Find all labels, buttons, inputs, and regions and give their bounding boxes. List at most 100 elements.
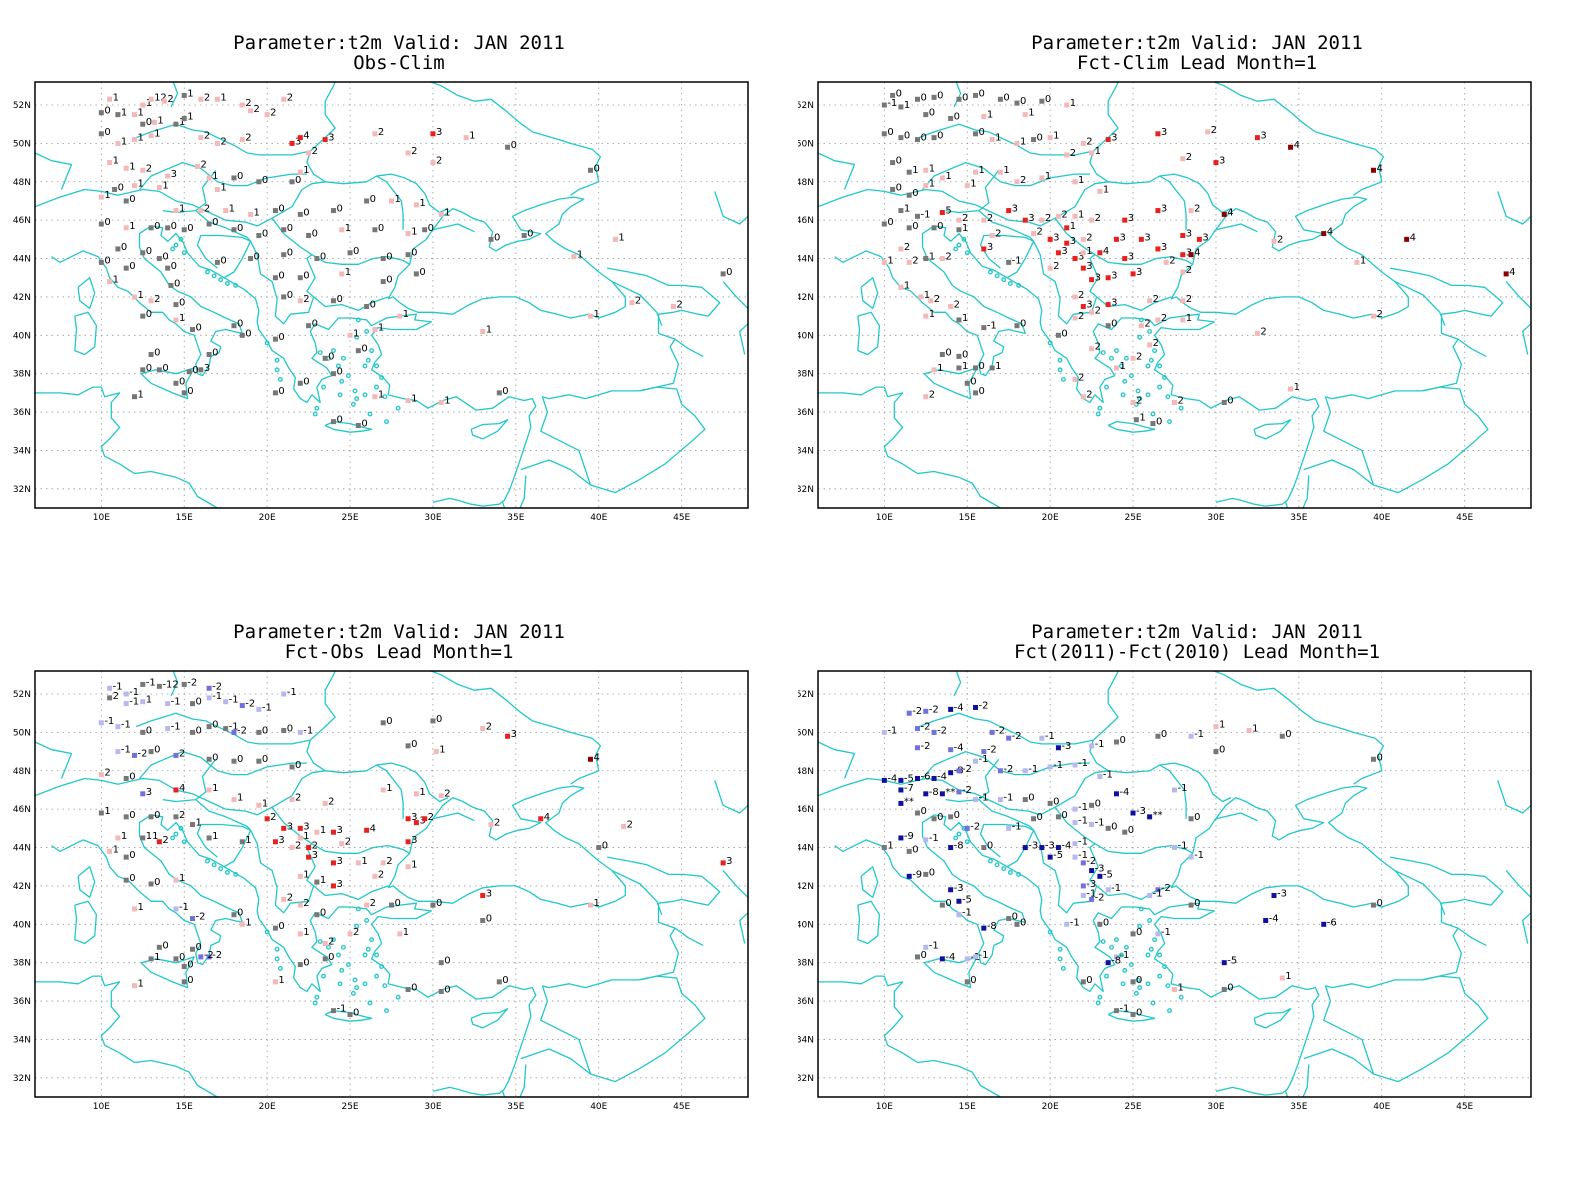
station-square bbox=[206, 954, 212, 960]
station-value: 0 bbox=[146, 309, 152, 320]
station-marker: 2 bbox=[1271, 234, 1283, 245]
station-marker: -1 bbox=[956, 908, 972, 919]
station-square bbox=[1014, 179, 1020, 185]
station-marker: 0 bbox=[405, 739, 417, 750]
station-square bbox=[1089, 150, 1095, 156]
station-value: 1 bbox=[179, 313, 185, 324]
station-square bbox=[1080, 250, 1086, 256]
station-square bbox=[347, 250, 353, 256]
station-marker: 1 bbox=[314, 875, 326, 886]
station-marker: 0 bbox=[521, 229, 534, 240]
station-value: 2 bbox=[287, 92, 293, 103]
station-value: -8 bbox=[929, 787, 939, 798]
station-marker: 3 bbox=[322, 133, 335, 144]
station-marker: 0 bbox=[973, 127, 985, 138]
station-value: -1 bbox=[929, 940, 939, 951]
station-square bbox=[1213, 749, 1219, 755]
station-marker: 3 bbox=[1022, 213, 1035, 224]
station-marker: 0 bbox=[1031, 812, 1043, 823]
station-marker: 0 bbox=[430, 714, 442, 725]
station-value: 1 bbox=[278, 975, 284, 986]
station-square bbox=[981, 925, 987, 931]
station-square bbox=[306, 323, 312, 329]
station-marker: -2 bbox=[181, 677, 197, 688]
station-marker: 0 bbox=[1150, 417, 1162, 428]
station-value: 4 bbox=[1227, 207, 1233, 218]
station-value: 0 bbox=[511, 140, 517, 151]
station-marker: 2 bbox=[928, 294, 940, 305]
station-marker: 0 bbox=[140, 117, 152, 128]
station-square bbox=[380, 860, 386, 866]
station-square bbox=[1163, 259, 1169, 265]
station-value: ** bbox=[904, 796, 914, 807]
station-marker: 0 bbox=[981, 841, 993, 852]
station-square bbox=[355, 422, 361, 428]
station-value: 3 bbox=[1070, 236, 1076, 247]
station-marker: 0 bbox=[1188, 812, 1200, 823]
station-square bbox=[281, 896, 287, 902]
station-value: 2 bbox=[204, 92, 210, 103]
station-marker: 12 bbox=[148, 92, 167, 103]
station-value: 1 bbox=[1103, 184, 1109, 195]
x-tick-label: 20E bbox=[1042, 513, 1059, 523]
x-tick-label: 30E bbox=[1207, 513, 1224, 523]
station-value: -1 bbox=[929, 833, 939, 844]
station-square bbox=[190, 822, 196, 828]
station-square bbox=[131, 294, 137, 300]
station-square bbox=[1055, 745, 1061, 751]
station-square bbox=[330, 883, 336, 889]
station-marker: 0 bbox=[156, 363, 169, 374]
station-marker: 3 bbox=[272, 835, 285, 846]
station-value: 0 bbox=[970, 376, 976, 387]
station-square bbox=[1097, 188, 1103, 194]
station-square bbox=[1155, 317, 1161, 323]
station-value: 1 bbox=[157, 115, 163, 126]
station-square bbox=[1180, 156, 1186, 162]
station-square bbox=[115, 112, 121, 118]
station-square bbox=[1072, 841, 1078, 847]
station-marker: 0 bbox=[973, 88, 985, 99]
station-value: 2 bbox=[370, 898, 376, 909]
coastline bbox=[818, 82, 1531, 508]
station-value: 1 bbox=[162, 181, 168, 192]
station-square bbox=[1404, 236, 1410, 242]
station-value: 0 bbox=[237, 754, 243, 765]
station-square bbox=[115, 140, 121, 146]
station-square bbox=[372, 394, 378, 400]
station-marker: 0 bbox=[256, 754, 268, 765]
station-value: 0 bbox=[154, 221, 160, 232]
station-marker: 3 bbox=[198, 363, 210, 374]
station-value: -3 bbox=[1086, 879, 1096, 890]
station-marker: 0 bbox=[438, 984, 451, 995]
station-value: 3 bbox=[287, 821, 293, 832]
station-marker: 3 bbox=[1180, 229, 1192, 240]
station-value: 2 bbox=[1095, 305, 1101, 316]
station-square bbox=[148, 298, 154, 304]
station-square bbox=[289, 179, 295, 185]
station-value: 0 bbox=[237, 908, 243, 919]
station-marker: 0 bbox=[1105, 319, 1118, 330]
station-square bbox=[140, 167, 146, 173]
station-marker: -2 bbox=[231, 725, 247, 736]
station-square bbox=[347, 931, 353, 937]
station-value: 3 bbox=[1028, 213, 1034, 224]
station-square bbox=[488, 822, 494, 828]
station-value: 0 bbox=[146, 117, 152, 128]
station-value: 0 bbox=[1194, 898, 1200, 909]
station-square bbox=[256, 729, 262, 735]
station-square bbox=[289, 764, 295, 770]
station-value: 2 bbox=[287, 892, 293, 903]
station-square bbox=[1196, 236, 1202, 242]
station-marker: -1 bbox=[256, 702, 272, 713]
station-square bbox=[1031, 137, 1037, 143]
station-square bbox=[123, 814, 129, 820]
station-value: 3 bbox=[486, 889, 492, 900]
station-value: 0 bbox=[954, 810, 960, 821]
station-value: 0 bbox=[1061, 810, 1067, 821]
station-square bbox=[898, 787, 904, 793]
station-marker: -9 bbox=[906, 869, 922, 880]
station-value: 0 bbox=[896, 182, 902, 193]
station-marker: 1 bbox=[923, 252, 935, 263]
station-square bbox=[898, 104, 904, 110]
